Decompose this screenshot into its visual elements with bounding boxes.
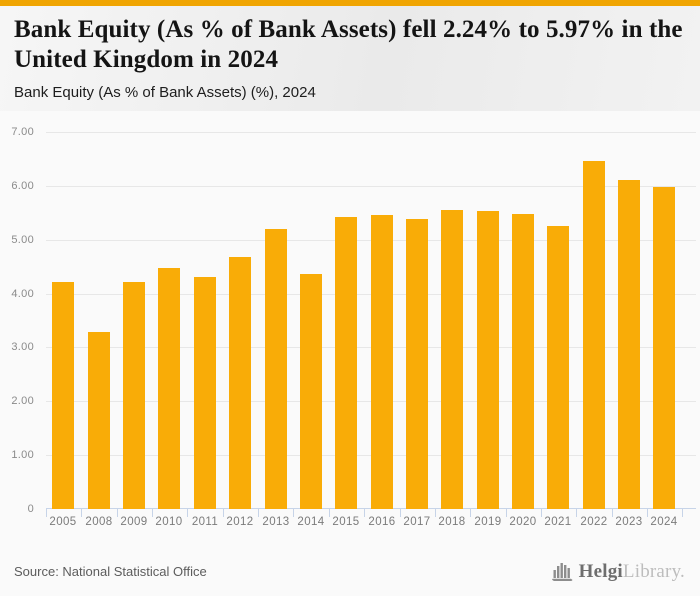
chart-footer: Source: National Statistical Office Helg… (0, 551, 700, 596)
x-tick-label-2013: 2013 (262, 516, 290, 528)
y-tick-label-2.00: 2.00 (11, 395, 34, 408)
x-axis-tick (541, 509, 542, 517)
chart-subtitle: Bank Equity (As % of Bank Assets) (%), 2… (14, 84, 316, 101)
bar-2011 (194, 277, 216, 509)
plot-area: 2005 2008 2009 2010 2011 2012 2013 2014 2015 2016… (46, 132, 696, 528)
x-axis-tick (329, 509, 330, 517)
y-tick-label-7.00: 7.00 (11, 126, 34, 138)
x-tick-label-2020: 2020 (509, 516, 537, 528)
x-axis-tick (576, 509, 577, 517)
source-note: Source: National Statistical Office (14, 564, 207, 579)
bar-2008 (88, 332, 110, 509)
logo-library-text: Library. (622, 560, 685, 582)
bar-2019 (477, 211, 499, 509)
x-axis-tick (682, 509, 683, 517)
x-tick-label-2016: 2016 (368, 516, 396, 528)
x-tick-label-2009: 2009 (120, 516, 148, 528)
x-tick-label-2011: 2011 (191, 516, 219, 528)
bar-2013 (265, 229, 287, 509)
x-tick-label-2023: 2023 (615, 516, 643, 528)
bar-2024 (653, 187, 675, 509)
x-axis-tick (117, 509, 118, 517)
helgi-library-logo: HelgiLibrary. (551, 561, 685, 583)
gridline-6.00 (46, 185, 696, 187)
chart-title: Bank Equity (As % of Bank Assets) fell 2… (14, 16, 683, 73)
x-axis-tick (647, 509, 648, 517)
x-axis-tick (364, 509, 365, 517)
bar-2021 (547, 226, 569, 509)
chart-header: Bank Equity (As % of Bank Assets) fell 2… (0, 6, 700, 111)
bar-2012 (229, 257, 251, 509)
gridline-7.00 (46, 132, 696, 133)
x-axis-tick (187, 509, 188, 517)
x-axis-tick (293, 509, 294, 517)
y-tick-label-1.00: 1.00 (11, 449, 34, 462)
x-axis-tick (81, 509, 82, 517)
bar-2022 (583, 161, 605, 509)
y-tick-label-4.00: 4.00 (11, 287, 34, 300)
x-axis-tick (506, 509, 507, 517)
accent-top-bar (0, 0, 700, 6)
x-tick-label-2019: 2019 (474, 516, 502, 528)
x-axis-tick (470, 509, 471, 517)
logo-wordmark: HelgiLibrary. (579, 561, 685, 583)
y-tick-label-6.00: 6.00 (11, 179, 34, 192)
y-tick-label-0: 0 (27, 502, 34, 515)
x-axis-tick (400, 509, 401, 517)
bar-2010 (158, 268, 180, 509)
logo-helgi-text: Helgi (578, 560, 623, 582)
bar-2023 (618, 180, 640, 509)
x-tick-label-2008: 2008 (85, 516, 113, 528)
x-tick-label-2015: 2015 (332, 516, 360, 528)
x-tick-label-2022: 2022 (580, 516, 608, 528)
x-tick-label-2014: 2014 (297, 516, 325, 528)
bar-2009 (123, 282, 145, 509)
x-tick-label-2010: 2010 (155, 516, 183, 528)
x-tick-label-2024: 2024 (650, 516, 678, 528)
bar-2017 (406, 219, 428, 509)
bar-2015 (335, 217, 357, 509)
x-tick-label-2018: 2018 (438, 516, 466, 528)
bar-2016 (371, 215, 393, 509)
x-axis-tick (612, 509, 613, 517)
x-axis-tick (46, 509, 47, 517)
bar-columns-icon (551, 561, 575, 582)
bar-2018 (441, 210, 463, 509)
x-tick-label-2021: 2021 (544, 516, 572, 528)
x-axis-tick (258, 509, 259, 517)
bar-2020 (512, 214, 534, 509)
y-tick-label-5.00: 5.00 (11, 233, 34, 246)
x-tick-label-2017: 2017 (403, 516, 431, 528)
bar-2014 (300, 274, 322, 509)
x-tick-label-2005: 2005 (49, 516, 77, 528)
y-tick-label-3.00: 3.00 (11, 341, 34, 354)
bar-2005 (52, 282, 74, 509)
x-axis-tick (435, 509, 436, 517)
x-axis-tick (223, 509, 224, 517)
x-tick-label-2012: 2012 (226, 516, 254, 528)
x-axis-tick (152, 509, 153, 517)
